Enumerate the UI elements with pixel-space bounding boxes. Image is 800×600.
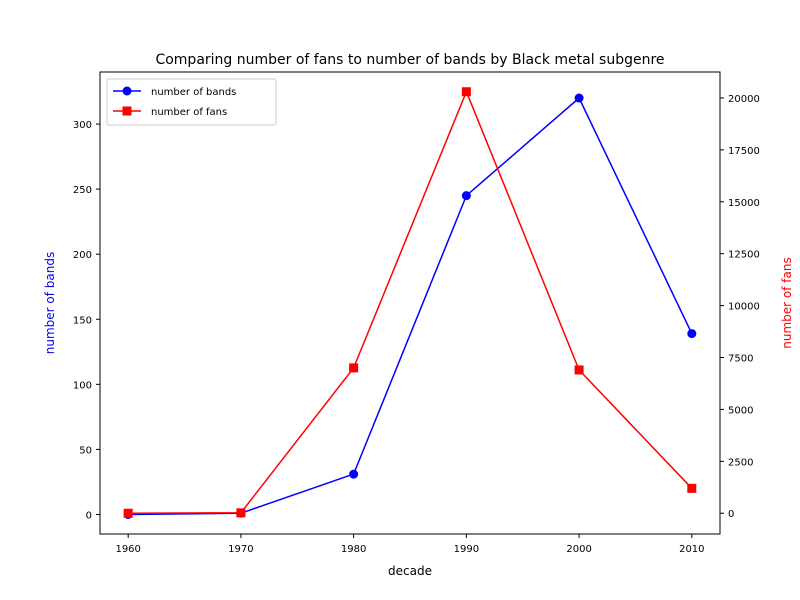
- legend-box: [106, 78, 277, 126]
- x-tick-label: 1970: [228, 544, 253, 555]
- right-y-axis-title: number of fans: [780, 257, 794, 348]
- point-bands-1980: [349, 469, 359, 479]
- right-y-tick-label: 7500: [728, 354, 753, 365]
- series-layer: [123, 87, 697, 519]
- legend-marker-bands: [122, 86, 132, 96]
- left-y-tick-label: 300: [73, 120, 92, 131]
- point-bands-2000: [574, 93, 584, 103]
- point-fans-2000: [574, 365, 584, 375]
- point-bands-1990: [461, 191, 471, 201]
- left-y-tick-label: 50: [79, 445, 92, 456]
- legend: number of bands number of fans: [106, 78, 277, 126]
- legend-marker-fans: [122, 106, 132, 116]
- right-y-tick-label: 12500: [728, 250, 760, 261]
- legend-label-bands: number of bands: [151, 87, 236, 98]
- point-fans-1960: [123, 508, 133, 518]
- chart-title: Comparing number of fans to number of ba…: [155, 52, 664, 68]
- point-fans-1970: [236, 508, 246, 518]
- x-tick-label: 2000: [566, 544, 591, 555]
- x-tick-label: 1960: [115, 544, 140, 555]
- point-fans-1980: [349, 363, 359, 373]
- legend-label-fans: number of fans: [151, 107, 227, 118]
- right-y-tick-label: 5000: [728, 405, 753, 416]
- left-y-tick-label: 150: [73, 315, 92, 326]
- right-y-tick-label: 17500: [728, 146, 760, 157]
- right-y-tick-label: 0: [728, 509, 734, 520]
- left-y-tick-label: 100: [73, 380, 92, 391]
- left-y-tick-label: 200: [73, 250, 92, 261]
- point-fans-2010: [687, 483, 697, 493]
- x-tick-label: 1990: [454, 544, 479, 555]
- point-bands-2010: [687, 329, 697, 339]
- left-y-tick-label: 250: [73, 185, 92, 196]
- x-axis-title: decade: [388, 564, 432, 578]
- x-tick-label: 1980: [341, 544, 366, 555]
- series-line-fans: [128, 90, 693, 514]
- point-fans-1990: [461, 87, 471, 97]
- right-y-tick-label: 2500: [728, 457, 753, 468]
- right-y-tick-label: 20000: [728, 94, 760, 105]
- x-axis: 1960 1970 1980 1990 2000 2010: [115, 534, 705, 555]
- x-tick-label: 2010: [679, 544, 704, 555]
- left-y-tick-label: 0: [86, 510, 92, 521]
- left-y-axis: 0 50 100 150 200 250 300: [73, 120, 100, 521]
- plot-area: [99, 71, 721, 535]
- plot-frame: [99, 71, 721, 535]
- right-y-tick-label: 10000: [728, 302, 760, 313]
- right-y-tick-label: 15000: [728, 198, 760, 209]
- series-line-bands: [128, 97, 693, 516]
- right-y-axis: 0 2500 5000 7500 10000 12500 15000 17500 20000: [720, 94, 760, 520]
- left-y-axis-title: number of bands: [43, 252, 57, 354]
